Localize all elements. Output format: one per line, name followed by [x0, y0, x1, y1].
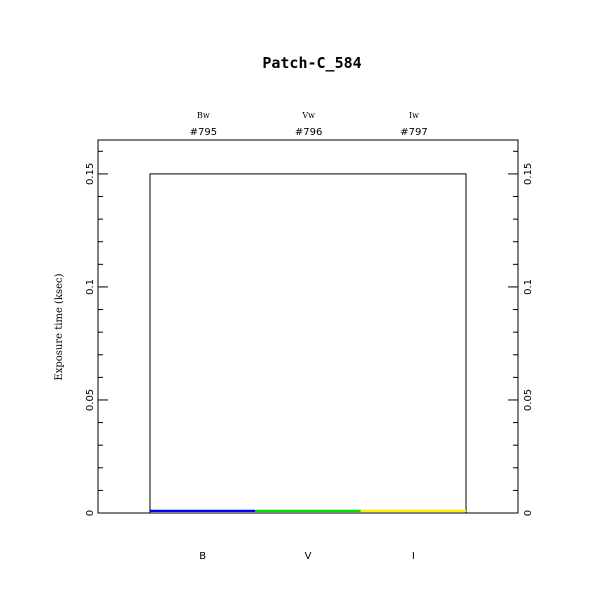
- y-axis-label: Exposure time (ksec): [54, 273, 65, 380]
- y-tick-label-left: 0: [85, 510, 96, 516]
- y-tick-label-right: 0.05: [523, 389, 534, 411]
- x-category-label: V: [305, 551, 312, 562]
- y-tick-label-right: 0.15: [523, 163, 534, 185]
- filter-label: Bw: [197, 111, 210, 120]
- filter-label: Iw: [409, 111, 419, 120]
- y-tick-label-left: 0.1: [85, 279, 96, 295]
- x-category-label: I: [412, 551, 415, 562]
- bar-I: [360, 509, 466, 512]
- chart-title: Patch-C_584: [262, 54, 361, 72]
- plot-area: 0 0 0.05 0.05 0.1 0.1 0.15 0.15 B Bw #795 V Vw #796 I I…: [85, 111, 534, 562]
- axes-frame: [97, 139, 519, 514]
- exposure-id-label: #796: [295, 127, 322, 138]
- y-tick-label-left: 0.05: [85, 389, 96, 411]
- exposure-id-label: #797: [400, 127, 427, 138]
- x-category-label: B: [199, 551, 206, 562]
- exposure-id-label: #795: [190, 127, 217, 138]
- y-tick-label-left: 0.15: [85, 163, 96, 185]
- y-tick-label-right: 0: [523, 510, 534, 516]
- y-tick-label-right: 0.1: [523, 279, 534, 295]
- filter-label: Vw: [301, 111, 315, 120]
- bar-V: [255, 509, 361, 512]
- exposure-envelope: [149, 173, 467, 514]
- bar-B: [150, 509, 256, 512]
